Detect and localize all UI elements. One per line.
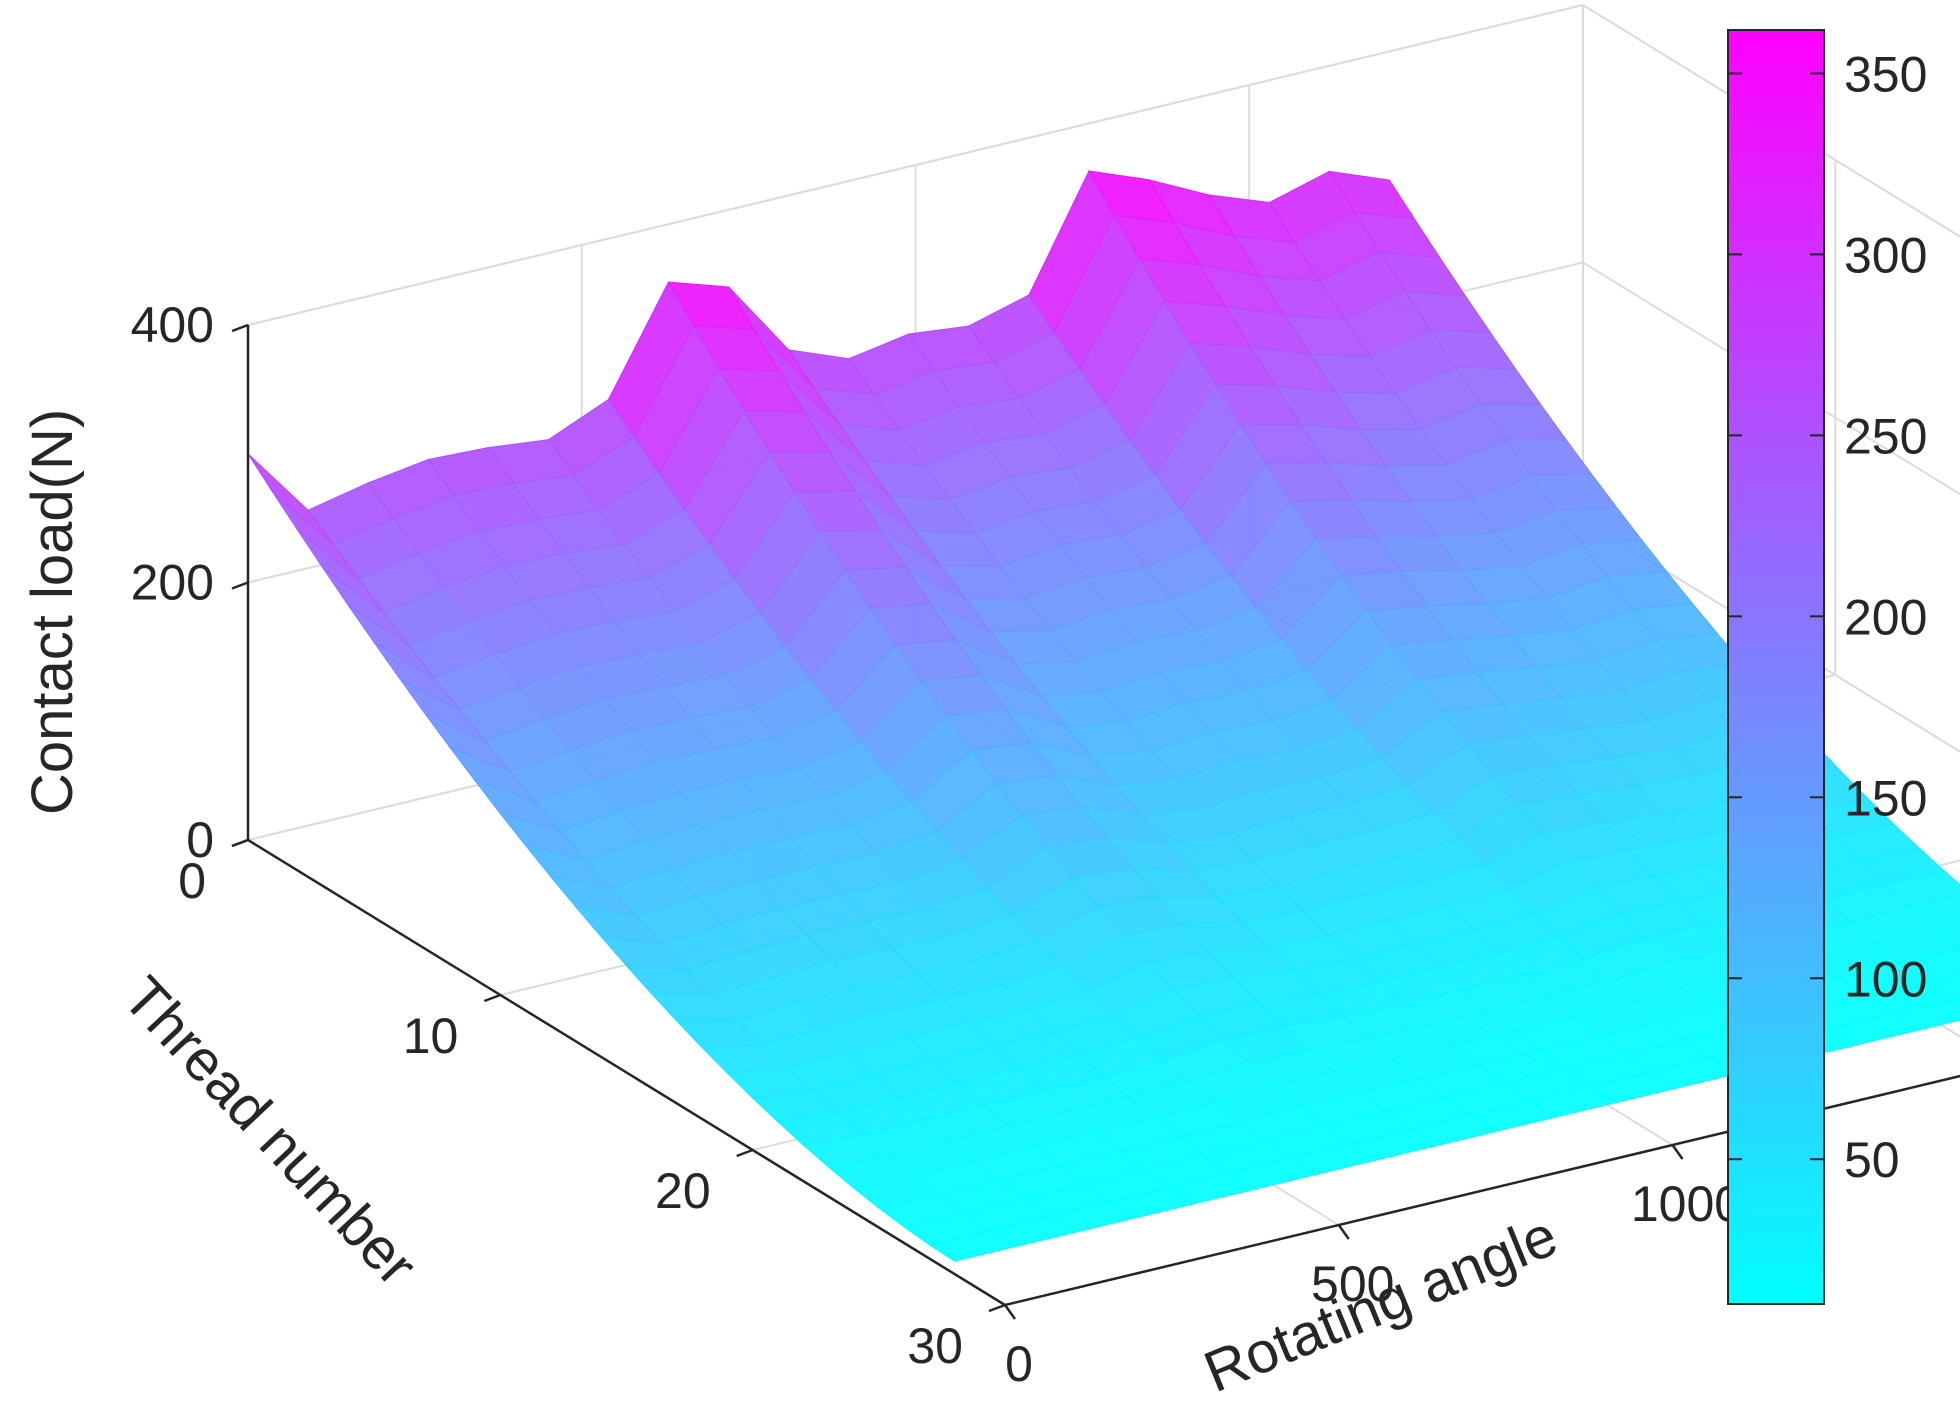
grid-line	[247, 4, 1584, 326]
surface	[247, 169, 1960, 1262]
colorbar-gradient	[1727, 29, 1825, 1305]
grid-line	[1582, 261, 1960, 496]
tick-labels: 020040001020300500100015002000	[131, 297, 1743, 1392]
x-tick-mark	[1671, 1144, 1684, 1160]
y-tick-label: 30	[907, 1318, 963, 1374]
grid-line	[1582, 519, 1960, 753]
y-axis-label: Thread number	[111, 964, 430, 1298]
colorbar-tick-label: 200	[1844, 589, 1927, 645]
colorbar-tick-label: 250	[1844, 408, 1927, 464]
x-axis-label: Rotating angle	[1195, 1203, 1566, 1405]
y-tick-mark	[483, 993, 501, 1003]
axes-lines	[231, 323, 1960, 1320]
x-tick-label: 1000	[1631, 1176, 1742, 1232]
x-tick-label: 0	[1005, 1336, 1033, 1392]
y-tick-label: 0	[178, 853, 206, 909]
y-tick-mark	[736, 1148, 754, 1158]
colorbar-tick-label: 300	[1844, 227, 1927, 283]
y-tick-mark	[988, 1303, 1006, 1313]
z-tick-mark	[231, 323, 249, 333]
grid-line	[1582, 4, 1960, 238]
colorbar-tick-label: 350	[1844, 46, 1927, 102]
y-axis-line	[247, 838, 1006, 1307]
surface-patch	[247, 453, 334, 546]
x-tick-mark	[1003, 1304, 1017, 1320]
z-tick-label: 200	[131, 555, 214, 611]
colorbar-tick-label: 50	[1844, 1132, 1900, 1188]
z-tick-label: 0	[186, 812, 214, 868]
colorbar: 50 100 150 200 250 300 350	[1727, 29, 1927, 1305]
x-tick-mark	[1337, 1224, 1350, 1240]
colorbar-tick-label: 100	[1844, 951, 1927, 1007]
x-tick-label: 500	[1311, 1256, 1394, 1312]
y-tick-mark	[231, 838, 249, 848]
y-tick-label: 20	[655, 1163, 711, 1219]
y-tick-label: 10	[403, 1008, 459, 1064]
z-tick-label: 400	[131, 297, 214, 353]
colorbar-tick-label: 150	[1844, 770, 1927, 826]
surface-patch	[928, 1229, 1016, 1262]
z-axis-label: Contact load(N)	[20, 409, 85, 815]
z-tick-mark	[231, 581, 249, 590]
